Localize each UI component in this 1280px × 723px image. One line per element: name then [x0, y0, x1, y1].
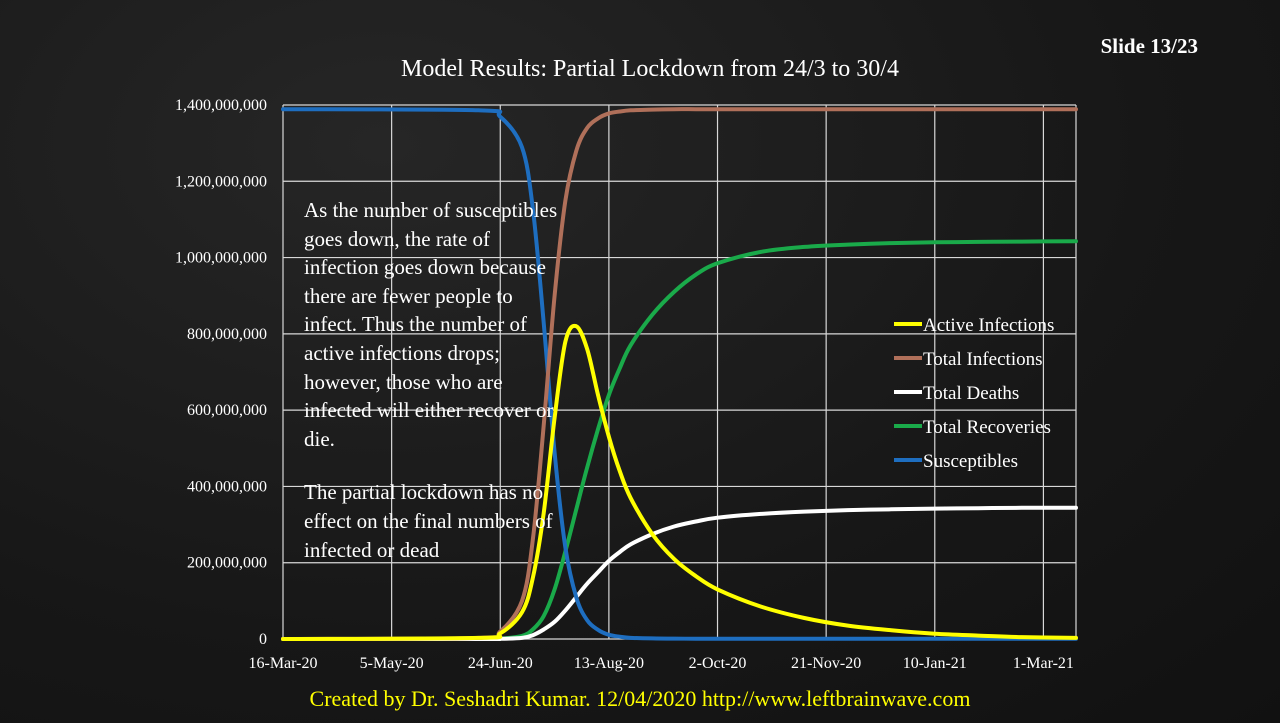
series-line-total-deaths	[281, 505, 1078, 642]
series-line-active-infections	[281, 323, 1078, 641]
x-tick-label: 5-May-20	[360, 655, 424, 672]
chart-title: Model Results: Partial Lockdown from 24/…	[401, 56, 899, 82]
x-tick-label: 10-Jan-21	[903, 655, 967, 672]
y-tick-label: 400,000,000	[187, 478, 267, 495]
annotation-paragraph-1: As the number of susceptibles goes down,…	[304, 198, 558, 451]
x-axis-ticks: 16-Mar-20 5-May-20 24-Jun-20 13-Aug-20 2-Oct…	[249, 655, 1074, 672]
footer-credit: Created by Dr. Seshadri Kumar. 12/04/202…	[309, 686, 971, 711]
y-tick-label: 600,000,000	[187, 402, 267, 419]
legend-label: Active Infections	[923, 315, 1054, 336]
series-line-total-recoveries	[281, 239, 1078, 642]
legend-label: Total Recoveries	[923, 417, 1051, 438]
y-tick-label: 1,200,000,000	[175, 173, 267, 190]
legend-label: Susceptibles	[923, 451, 1018, 472]
x-tick-label: 13-Aug-20	[574, 655, 644, 672]
y-tick-label: 0	[259, 631, 267, 648]
series-line-susceptibles	[281, 107, 1078, 641]
legend-label: Total Infections	[923, 349, 1043, 370]
series-line-total-infections	[281, 107, 1078, 641]
grid	[282, 104, 1077, 640]
y-axis-ticks: 0 200,000,000 400,000,000 600,000,000 800,00…	[175, 97, 267, 648]
annotation: As the number of susceptibles goes down,…	[304, 196, 564, 589]
y-tick-label: 200,000,000	[187, 555, 267, 572]
x-tick-label: 21-Nov-20	[791, 655, 861, 672]
slide-number: Slide 13/23	[1100, 34, 1198, 58]
y-tick-label: 1,400,000,000	[175, 97, 267, 114]
x-tick-label: 2-Oct-20	[689, 655, 747, 672]
x-tick-label: 1-Mar-21	[1013, 655, 1074, 672]
y-tick-label: 1,000,000,000	[175, 250, 267, 267]
series-layer	[281, 107, 1078, 642]
legend: Active Infections Total Infections Total D…	[894, 315, 1054, 472]
x-tick-label: 24-Jun-20	[468, 655, 533, 672]
legend-label: Total Deaths	[923, 383, 1019, 404]
annotation-paragraph-2: The partial lockdown has no effect on th…	[304, 480, 553, 562]
x-tick-label: 16-Mar-20	[249, 655, 318, 672]
y-tick-label: 800,000,000	[187, 326, 267, 343]
